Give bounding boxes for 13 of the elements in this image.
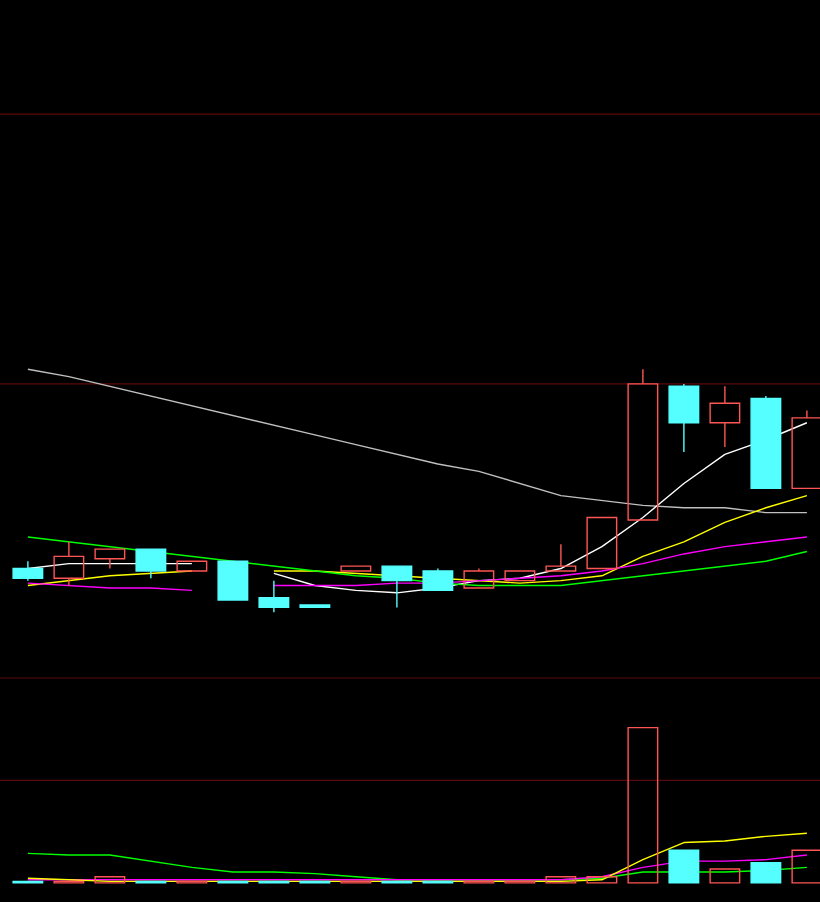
candlestick (709, 385, 741, 448)
candlestick (53, 541, 85, 587)
candlestick (12, 560, 44, 582)
bar (750, 862, 782, 884)
bar (791, 849, 820, 884)
candlestick (258, 579, 290, 613)
bar (627, 726, 659, 884)
bar (709, 868, 741, 884)
bar (668, 849, 700, 884)
bar (586, 876, 618, 884)
candlestick (668, 383, 700, 453)
bar (545, 876, 577, 884)
bar (94, 876, 126, 884)
